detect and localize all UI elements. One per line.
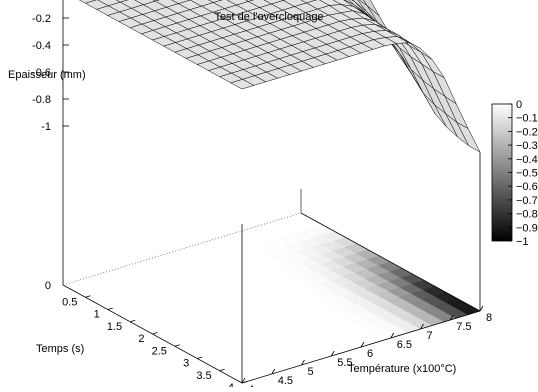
x-tick-label: 5 [308,366,314,378]
x-tick-label: 6.5 [397,339,412,351]
y-tick-label: 4 [228,382,234,387]
x-tick-label: 7 [427,330,433,342]
colorbox-tick-label: −0.4 [516,154,538,166]
colorbox-tick-label: −0.5 [516,168,538,180]
colorbox-tick-label: −0.6 [516,181,538,193]
y-axis-label: Temps (s) [36,343,84,355]
x-tick-label: 8 [486,312,492,324]
x-tick-label: 6 [367,348,373,360]
colorbox-tick-label: −0.9 [516,222,538,234]
y-tick-label: 2.5 [152,345,167,357]
colorbox: 0 −0.1−0.2 −0.3 −0.4 −0.5−0.6 −0.7 −0.8−0.9 −1 [492,99,538,248]
z-tick-label: -0.4 [32,40,51,52]
chart-title: Test de l'overcloquage [214,11,323,23]
x-tick-label: 4.5 [278,375,293,387]
colorbox-tick-label: −1 [516,236,529,248]
z-axis-label: Epaisseur (mm) [8,69,86,81]
colorbox-tick-label: −0.1 [516,113,538,125]
colorbox-tick-label: −0.2 [516,126,538,138]
base-heatmap [63,213,480,383]
y-tick-label: 2 [138,333,144,345]
z-tick-label: -0.8 [32,94,51,106]
y-tick-label: 1 [94,309,100,321]
colorbox-tick-label: 0 [516,99,522,111]
colorbox-tick-label: −0.3 [516,140,538,152]
y-tick-label: 0 [45,280,51,292]
x-axis-label: Température (x100°C) [348,363,456,375]
x-tick-mark [480,306,483,311]
y-tick-label: 0.5 [62,296,77,308]
y-tick-label: 3 [183,358,189,370]
colorbox-tick-label: −0.7 [516,195,538,207]
y-tick-label: 1.5 [107,321,122,333]
z-tick-label: -0.2 [32,13,51,25]
y-tick-label: 3.5 [196,370,211,382]
z-tick-label: -1 [41,121,51,133]
colorbox-tick-label: −0.8 [516,209,538,221]
x-tick-label: 7.5 [456,321,471,333]
